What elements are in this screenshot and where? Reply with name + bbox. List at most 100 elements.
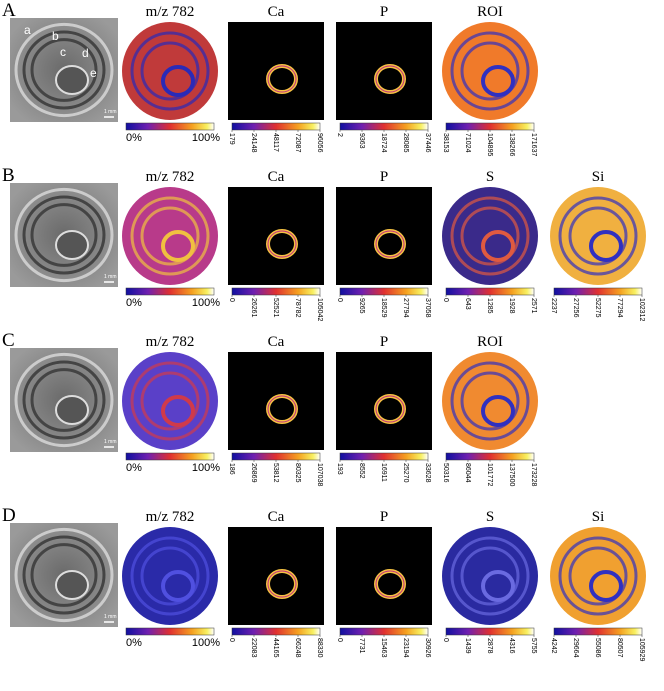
colorbar-label: 78782 bbox=[294, 298, 301, 318]
colorbar bbox=[445, 627, 535, 636]
colorbar-label: 72087 bbox=[294, 133, 301, 153]
tissue-ring bbox=[14, 527, 114, 623]
colorbar-label: 1928 bbox=[508, 298, 515, 314]
signal-ring-edge bbox=[267, 395, 297, 423]
panel-letter: A bbox=[2, 0, 16, 21]
colorbar-label: 2878 bbox=[486, 638, 493, 654]
colorbar-label: 193 bbox=[336, 463, 343, 475]
panel-title: S bbox=[486, 169, 494, 185]
panel-title: ROI bbox=[477, 334, 503, 350]
signal-ring-edge bbox=[267, 230, 297, 258]
signal-ring-edge bbox=[375, 230, 405, 258]
colorbar-label: 9265 bbox=[358, 298, 365, 314]
panel-letter: B bbox=[2, 165, 15, 186]
colorbar-label: 100% bbox=[192, 637, 220, 649]
vessel bbox=[589, 570, 623, 602]
colorbar-label: 4316 bbox=[508, 638, 515, 654]
colorbar bbox=[125, 627, 215, 636]
ion-image bbox=[228, 187, 324, 285]
vessel bbox=[55, 395, 89, 425]
colorbar-label: 0% bbox=[126, 132, 142, 144]
colorbar-label: 27256 bbox=[572, 298, 579, 318]
tissue-ring bbox=[140, 371, 200, 431]
vessel bbox=[589, 230, 623, 262]
colorbar-label: 1285 bbox=[486, 298, 493, 314]
tissue-ring bbox=[460, 546, 520, 606]
colorbar bbox=[125, 287, 215, 296]
colorbar-label: 643 bbox=[464, 298, 471, 310]
tissue-ring bbox=[130, 536, 210, 616]
colorbar-label: 104895 bbox=[486, 133, 493, 156]
colorbar-label: 37058 bbox=[424, 298, 431, 318]
panel-title: P bbox=[380, 4, 388, 20]
colorbar-label: 37446 bbox=[424, 133, 431, 153]
colorbar-label: 138266 bbox=[508, 133, 515, 156]
vessel bbox=[481, 570, 515, 602]
ion-image bbox=[336, 527, 432, 625]
colorbar-label: 105042 bbox=[316, 298, 323, 321]
ion-image bbox=[336, 22, 432, 120]
colorbar bbox=[553, 627, 643, 636]
tissue-ring bbox=[450, 196, 530, 276]
colorbar-label: 179 bbox=[228, 133, 235, 145]
colorbar-label: 24148 bbox=[250, 133, 257, 153]
ion-image bbox=[228, 527, 324, 625]
colorbar-label: 2 bbox=[336, 133, 343, 137]
tissue-ring bbox=[450, 361, 530, 441]
colorbar bbox=[445, 287, 535, 296]
colorbar-label: 18724 bbox=[380, 133, 387, 153]
panel-letter: D bbox=[2, 505, 16, 526]
colorbar-label: 0% bbox=[126, 462, 142, 474]
tissue-ring bbox=[22, 30, 106, 110]
tissue-ring bbox=[14, 352, 114, 448]
panel-title: Si bbox=[592, 169, 605, 185]
colorbar bbox=[231, 122, 321, 131]
colorbar-label: 77294 bbox=[616, 298, 623, 318]
colorbar bbox=[339, 452, 429, 461]
colorbar-label: 86044 bbox=[464, 463, 471, 483]
colorbar-label: 29664 bbox=[572, 638, 579, 658]
signal-ring-edge bbox=[375, 570, 405, 598]
scale-label: 1 mm bbox=[104, 614, 117, 620]
colorbar-label: 22083 bbox=[250, 638, 257, 658]
panel-title: Ca bbox=[268, 334, 285, 350]
colorbar-label: 2237 bbox=[550, 298, 557, 314]
photo: 1 mm bbox=[10, 183, 118, 287]
colorbar-label: 0% bbox=[126, 637, 142, 649]
colorbar-label: 100% bbox=[192, 462, 220, 474]
colorbar-label: 186 bbox=[228, 463, 235, 475]
colorbar-label: 137500 bbox=[508, 463, 515, 486]
colorbar-label: 26261 bbox=[250, 298, 257, 318]
photo: a bc de 1 mm bbox=[10, 18, 118, 122]
panel-title: m/z 782 bbox=[146, 169, 195, 185]
ion-image bbox=[228, 352, 324, 450]
colorbar-label: 0% bbox=[126, 297, 142, 309]
colorbar-label: 52275 bbox=[594, 298, 601, 318]
tissue-ring bbox=[460, 206, 520, 266]
signal-ring-edge bbox=[375, 395, 405, 423]
vessel bbox=[481, 65, 515, 97]
colorbar-label: 101772 bbox=[486, 463, 493, 486]
tissue-ring bbox=[130, 196, 210, 276]
panel-title: m/z 782 bbox=[146, 334, 195, 350]
colorbar-label: 48117 bbox=[272, 133, 279, 152]
colorbar bbox=[553, 287, 643, 296]
vessel bbox=[481, 395, 515, 427]
tissue-ring bbox=[140, 546, 200, 606]
tissue-ring bbox=[450, 31, 530, 111]
ion-image bbox=[336, 352, 432, 450]
tissue-ring bbox=[130, 361, 210, 441]
scale-label: 1 mm bbox=[104, 439, 117, 445]
photo-label: d bbox=[82, 46, 89, 60]
colorbar-label: 50316 bbox=[442, 463, 449, 483]
panel-title: Ca bbox=[268, 4, 285, 20]
tissue-ring bbox=[30, 203, 98, 267]
tissue-ring bbox=[558, 536, 638, 616]
panel-title: m/z 782 bbox=[146, 509, 195, 525]
tissue-ring bbox=[460, 371, 520, 431]
tissue-ring bbox=[140, 41, 200, 101]
colorbar-label: 27794 bbox=[402, 298, 409, 318]
colorbar-label: 71024 bbox=[464, 133, 471, 153]
tissue-ring bbox=[558, 196, 638, 276]
ion-image bbox=[336, 187, 432, 285]
